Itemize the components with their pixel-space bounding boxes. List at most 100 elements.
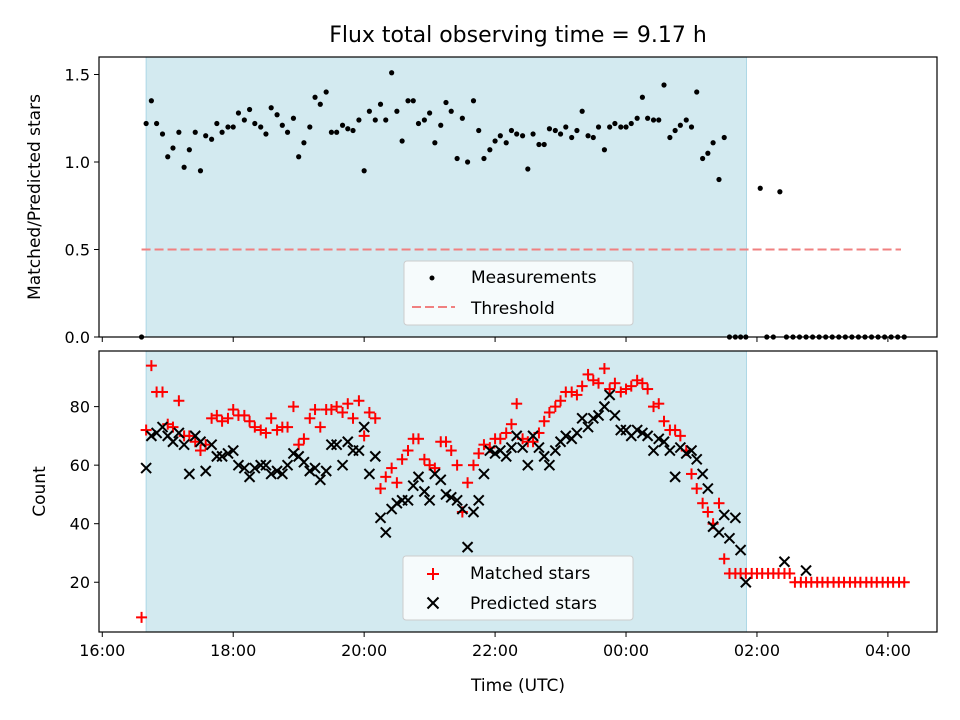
matched-star-point: [358, 430, 370, 442]
count-ytick-label: 40: [70, 515, 90, 534]
predicted-star-point: [702, 482, 714, 495]
predicted-star-point: [778, 556, 791, 568]
count-xtick-label: 22:00: [472, 641, 518, 660]
measurement-point: [459, 115, 465, 121]
predicted-star-point: [723, 532, 736, 545]
measurement-point: [263, 131, 269, 137]
matched-star-point: [211, 409, 223, 421]
predicted-star-point: [713, 526, 725, 539]
matched-star-point: [702, 506, 714, 518]
measurement-point: [405, 98, 411, 104]
count-panel: 20 40 60 80 16:00 18:00 20:00 22:00 00:00 02:00 0…: [30, 350, 938, 696]
matched-star-point: [440, 436, 452, 448]
matched-star-point: [593, 377, 605, 389]
measurement-point: [585, 133, 591, 139]
measurement-point: [448, 108, 454, 114]
measurement-point: [661, 82, 667, 88]
predicted-star-point: [140, 462, 152, 474]
legend-marker-matched: [427, 568, 439, 580]
count-legend-box: [402, 555, 634, 621]
measurement-point: [514, 131, 520, 137]
measurement-point: [225, 124, 231, 130]
measurement-point: [757, 185, 763, 191]
measurement-point: [427, 110, 433, 116]
predicted-star-point: [320, 465, 332, 477]
matched-star-point: [157, 386, 169, 398]
predicted-star-point: [391, 497, 403, 509]
predicted-star-point: [510, 430, 523, 442]
predicted-star-point: [374, 512, 387, 524]
matched-star-point: [249, 421, 261, 433]
predicted-star-point: [358, 421, 370, 433]
measurement-point: [634, 115, 640, 121]
matched-star-point: [145, 360, 157, 372]
chart-title: Flux total observing time = 9.17 h: [329, 23, 707, 48]
predicted-star-point: [238, 462, 251, 474]
matched-star-point: [674, 430, 686, 442]
predicted-stars-points: [140, 389, 812, 588]
predicted-star-point: [571, 427, 583, 439]
measurement-point: [432, 140, 438, 146]
measurement-point: [415, 120, 422, 127]
measurement-point: [389, 70, 395, 76]
measurement-point: [410, 98, 416, 104]
measurement-point: [334, 129, 340, 135]
predicted-star-point: [696, 468, 709, 480]
legend-x-glyph: [426, 596, 440, 610]
predicted-star-point: [232, 459, 245, 471]
predicted-star-point: [336, 459, 349, 471]
predicted-star-point: [145, 430, 158, 442]
measurement-point: [366, 108, 372, 114]
count-xtick-label: 02:00: [734, 641, 780, 660]
measurement-point: [235, 110, 242, 116]
count-ytick-label: 20: [70, 573, 90, 592]
measurement-point: [569, 134, 575, 141]
matched-star-point: [396, 453, 408, 465]
predicted-star-point: [309, 462, 321, 474]
measurement-point: [497, 133, 503, 139]
matched-star-point: [653, 398, 665, 410]
predicted-star-point: [211, 450, 223, 463]
predicted-star-point: [800, 564, 812, 577]
predicted-star-point: [522, 459, 534, 471]
matched-star-point: [543, 406, 555, 418]
measurement-point: [667, 134, 673, 141]
matched-star-point: [658, 415, 670, 427]
measurement-point: [628, 120, 634, 127]
predicted-star-point: [538, 450, 550, 463]
measurement-point: [246, 106, 253, 113]
matched-star-point: [576, 380, 588, 392]
predicted-star-point: [243, 471, 256, 483]
matched-star-point: [625, 380, 637, 392]
matched-star-point: [227, 404, 239, 416]
measurement-point: [563, 124, 569, 130]
measurement-point: [230, 124, 236, 130]
predicted-star-point: [342, 436, 354, 448]
measurement-points: [138, 70, 907, 340]
measurement-point: [170, 145, 176, 151]
count-xtick-label: 16:00: [79, 641, 125, 660]
matched-star-point: [363, 406, 375, 418]
matched-star-point: [555, 395, 567, 407]
predicted-star-point: [680, 447, 692, 460]
measurement-point: [383, 117, 389, 123]
measurement-point: [683, 117, 689, 123]
matched-star-point: [418, 453, 430, 465]
ratio-ytick-label: 0.0: [65, 328, 90, 347]
matched-star-point: [462, 477, 474, 489]
count-xtick-label: 20:00: [341, 641, 387, 660]
measurement-point: [574, 127, 580, 134]
predicted-star-point: [402, 494, 414, 506]
matched-star-point: [298, 433, 310, 445]
predicted-star-point: [173, 427, 185, 439]
predicted-star-point: [281, 459, 294, 471]
predicted-star-point: [445, 491, 457, 504]
measurement-point: [552, 127, 558, 134]
ratio-y-axis-label: Matched/Predicted stars: [25, 94, 45, 300]
predicted-star-point: [194, 436, 207, 448]
matched-star-point: [511, 398, 523, 410]
ratio-legend: Measurements Threshold: [403, 260, 634, 326]
predicted-star-point: [734, 544, 747, 556]
ratio-panel: 0.0 0.5 1.0 1.5 Matched/Predicted stars Mea…: [25, 56, 938, 347]
matched-star-point: [784, 567, 796, 579]
